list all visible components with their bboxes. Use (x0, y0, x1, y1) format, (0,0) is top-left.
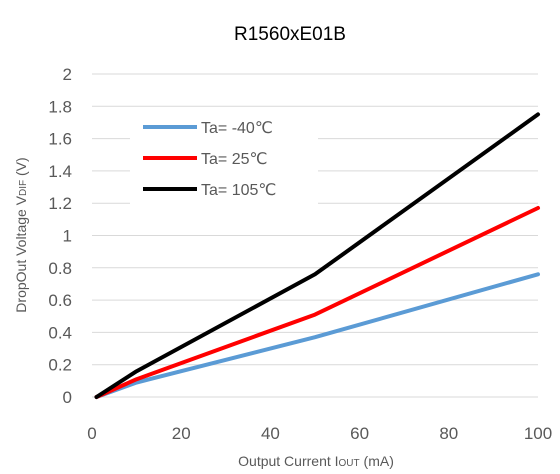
y-tick-label: 1 (63, 227, 72, 246)
y-tick-label: 0.4 (48, 323, 72, 342)
x-tick-label: 80 (439, 424, 458, 443)
y-tick-label: 1.2 (48, 194, 72, 213)
series-line (94, 112, 540, 399)
y-tick-label: 1.4 (48, 162, 72, 181)
series-line (94, 272, 540, 399)
y-tick-label: 0.2 (48, 356, 72, 375)
y-tick-labels: 0 0.2 0.4 0.6 0.8 1 1.2 1.4 1.6 1.8 2 (48, 65, 72, 407)
legend-label: Ta= -40℃ (201, 120, 273, 137)
legend-label: Ta= 25℃ (201, 151, 267, 168)
y-tick-label: 2 (63, 65, 72, 84)
y-tick-label: 0.8 (48, 259, 72, 278)
series-line (94, 206, 540, 399)
chart-title: R1560xE01B (234, 24, 346, 45)
x-axis-title: Output Current IOUT (mA) (238, 453, 394, 469)
y-tick-label: 0.6 (48, 291, 72, 310)
x-tick-label: 40 (261, 424, 280, 443)
y-tick-label: 1.8 (48, 97, 72, 116)
x-tick-label: 0 (87, 424, 96, 443)
series-lines (94, 112, 540, 399)
x-tick-label: 20 (172, 424, 191, 443)
y-tick-label: 1.6 (48, 130, 72, 149)
x-tick-label: 60 (350, 424, 369, 443)
x-tick-labels: 0 20 40 60 80 100 (87, 424, 552, 443)
legend-background (130, 113, 318, 213)
y-tick-label: 0 (63, 388, 72, 407)
x-tick-label: 100 (524, 424, 552, 443)
legend-label: Ta= 105℃ (201, 182, 276, 199)
y-axis-title: DropOut Voltage VDIF (V) (13, 157, 29, 312)
legend: Ta= -40℃ Ta= 25℃ Ta= 105℃ (130, 113, 318, 213)
